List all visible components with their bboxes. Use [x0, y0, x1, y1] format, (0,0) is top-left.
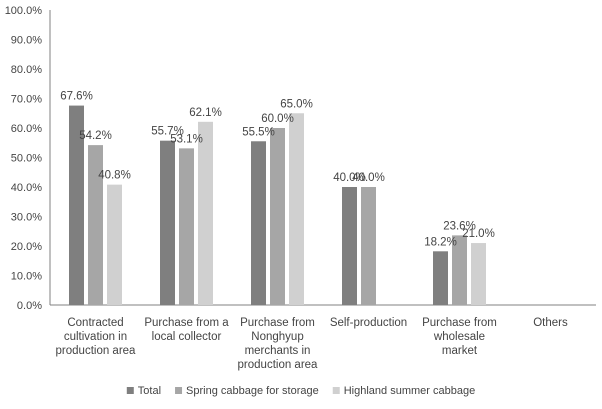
data-label: 67.6% [60, 91, 93, 103]
y-tick-label: 0.0% [17, 300, 42, 312]
legend-swatch [332, 387, 340, 394]
data-label: 62.1% [189, 107, 222, 119]
y-tick-label: 20.0% [11, 241, 42, 253]
data-label: 40.8% [98, 170, 131, 182]
legend-label: Spring cabbage for storage [186, 385, 319, 397]
data-label: 21.0% [462, 228, 495, 240]
bar [433, 251, 448, 305]
x-category-label: Contracted cultivation in production area [56, 317, 137, 357]
y-tick-label: 60.0% [11, 123, 42, 135]
data-labels: 67.6% 54.2% 40.8% 55.7%53.1% 62.1% 55.5%60.0%… [60, 91, 495, 249]
y-tick-label: 10.0% [11, 271, 42, 283]
bar [361, 187, 376, 305]
bar [342, 187, 357, 305]
legend-item: Total [126, 385, 161, 397]
bar [270, 128, 285, 305]
bar [107, 184, 122, 305]
data-label: 18.2% [424, 236, 457, 248]
data-label: 40.0% [352, 172, 385, 184]
x-category-label: Others [533, 317, 568, 329]
legend-item: Spring cabbage for storage [175, 385, 319, 397]
y-tick-label: 100.0% [5, 5, 43, 17]
data-label: 55.7% [151, 126, 184, 138]
legend-label: Total [138, 385, 161, 397]
data-label: 53.1% [170, 133, 203, 145]
x-category-label: Self-production [330, 317, 407, 329]
legend-swatch [126, 387, 134, 394]
y-tick-label: 50.0% [11, 153, 42, 165]
bar [88, 145, 103, 305]
y-axis: 0.0% 10.0% 20.0% 30.0% 40.0% 50.0% 60.0% 70.0% 8… [5, 5, 51, 312]
data-label: 65.0% [280, 98, 313, 110]
bar [452, 235, 467, 305]
bar [69, 105, 84, 305]
x-axis: Contracted cultivation in production area P… [50, 304, 596, 371]
data-label: 55.5% [242, 126, 275, 138]
bar [179, 148, 194, 305]
bars [69, 105, 486, 306]
y-tick-label: 30.0% [11, 212, 42, 224]
bar [198, 121, 213, 306]
x-category-label: Purchase from a local collector [144, 317, 229, 343]
x-category-label: Purchase from Nonghyup merchants in product… [238, 317, 319, 371]
data-label: 40.0% [333, 172, 366, 184]
bar [160, 140, 175, 305]
y-tick-label: 80.0% [11, 64, 42, 76]
data-label: 23.6% [443, 220, 476, 232]
y-tick-label: 90.0% [11, 35, 42, 47]
legend: Total Spring cabbage for storage Highland … [126, 385, 475, 397]
x-category-label: Purchase from wholesale market [422, 317, 497, 357]
y-tick-label: 70.0% [11, 94, 42, 106]
y-tick-label: 40.0% [11, 182, 42, 194]
legend-swatch [175, 387, 183, 394]
data-label: 54.2% [79, 130, 112, 142]
legend-item: Highland summer cabbage [332, 385, 475, 397]
bar [289, 113, 304, 305]
legend-label: Highland summer cabbage [344, 385, 475, 397]
data-label: 60.0% [261, 113, 294, 125]
bar [471, 243, 486, 305]
bar [251, 141, 266, 305]
